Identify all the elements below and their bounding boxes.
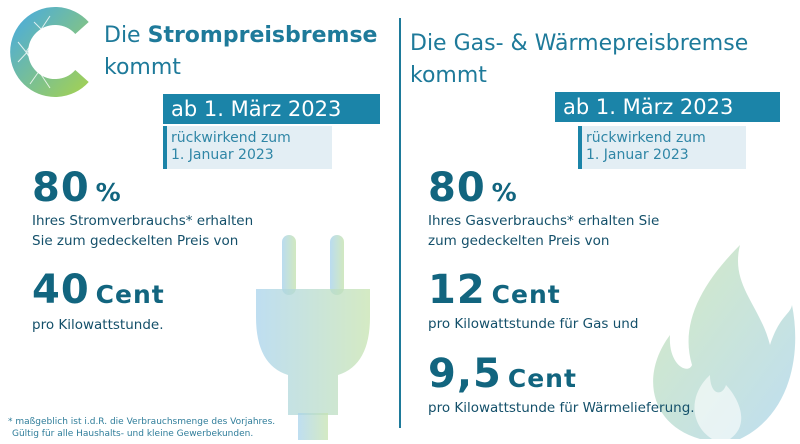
left-desc-line1: Ihres Stromverbrauchs* erhalten (32, 213, 254, 229)
left-retro-note: rückwirkend zum 1. Januar 2023 (163, 126, 332, 169)
left-percent: 80% (32, 165, 122, 211)
left-retro-line1: rückwirkend zum (171, 130, 291, 146)
right-retro-line2: 1. Januar 2023 (586, 147, 689, 163)
plug-icon (256, 235, 370, 440)
left-price-desc: pro Kilowattstunde. (32, 317, 164, 333)
left-title-line1: Die Strompreisbremse (104, 23, 378, 48)
strompreisbremse-panel: Die Strompreisbremse kommt ab 1. März 20… (8, 7, 380, 440)
right-title-line1: Die Gas- & Wärmepreisbremse (410, 31, 749, 56)
gas-waermepreisbremse-panel: Die Gas- & Wärmepreisbremse kommt ab 1. … (400, 0, 800, 444)
right-retro-line1: rückwirkend zum (586, 130, 706, 146)
right-gas-price-desc: pro Kilowattstunde für Gas und (428, 316, 639, 332)
panel-divider (399, 18, 401, 428)
left-title-line2: kommt (104, 55, 181, 80)
logo-c-icon (10, 7, 89, 97)
left-price: 40 Cent (32, 267, 165, 313)
left-retro-line2: 1. Januar 2023 (171, 147, 274, 163)
right-desc-line1: Ihres Gasverbrauchs* erhalten Sie (428, 213, 660, 229)
footnote-line2: Gültig für alle Haushalts- und kleine Ge… (12, 429, 254, 439)
left-date-badge: ab 1. März 2023 (163, 94, 380, 124)
right-gas-price: 12 Cent (428, 267, 561, 313)
left-desc-line2: Sie zum gedeckelten Preis von (32, 233, 239, 249)
right-heat-price-desc: pro Kilowattstunde für Wärmelieferung. (428, 400, 695, 416)
footnote-line1: * maßgeblich ist i.d.R. die Verbrauchsme… (8, 417, 276, 427)
right-retro-note: rückwirkend zum 1. Januar 2023 (578, 126, 746, 169)
right-percent: 80% (428, 165, 518, 211)
right-heat-price: 9,5 Cent (428, 351, 577, 397)
flame-icon (653, 245, 796, 439)
right-desc-line2: zum gedeckelten Preis von (428, 233, 610, 249)
right-date-badge: ab 1. März 2023 (555, 92, 780, 122)
right-title-line2: kommt (410, 63, 487, 88)
